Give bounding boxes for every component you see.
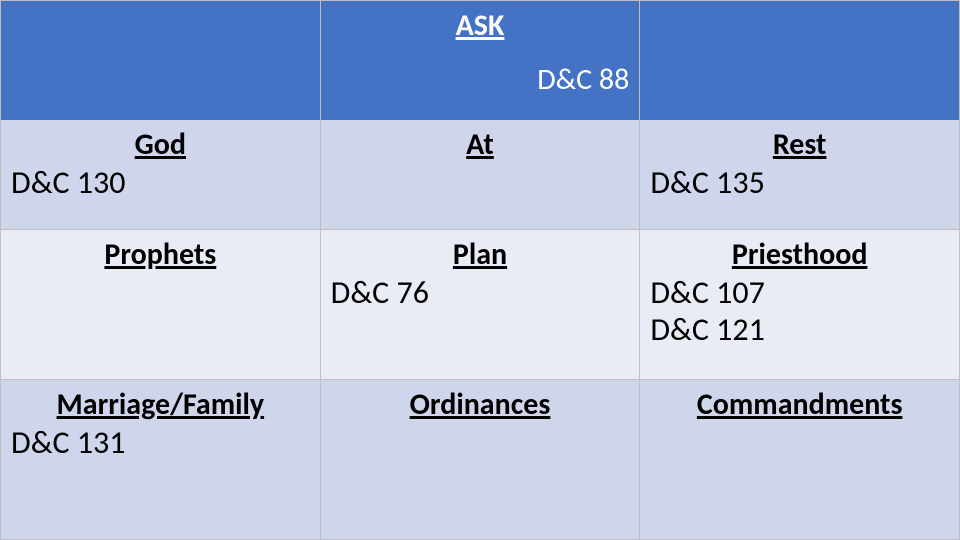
header-cell-center: ASK D&C 88 — [321, 1, 641, 120]
cell-priesthood: Priesthood D&C 107D&C 121 — [640, 230, 960, 380]
topic-ordinances: Ordinances — [331, 386, 630, 423]
topic-rest: Rest — [650, 126, 949, 163]
ref-rest: D&C 135 — [650, 165, 949, 202]
header-row: ASK D&C 88 — [0, 0, 960, 120]
topic-god: God — [11, 126, 310, 163]
topic-commandments: Commandments — [650, 386, 949, 423]
row-1: God D&C 130 At Rest D&C 135 — [0, 120, 960, 230]
cell-marriage: Marriage/Family D&C 131 — [1, 380, 321, 540]
topic-marriage: Marriage/Family — [11, 386, 310, 423]
cell-at: At — [321, 120, 641, 230]
header-reference: D&C 88 — [537, 61, 629, 98]
row-3: Marriage/Family D&C 131 Ordinances Comma… — [0, 380, 960, 540]
ref-priesthood: D&C 107D&C 121 — [650, 275, 949, 349]
ref-marriage: D&C 131 — [11, 425, 310, 462]
topic-plan: Plan — [331, 236, 630, 273]
header-cell-right — [640, 1, 960, 120]
ref-god: D&C 130 — [11, 165, 310, 202]
cell-commandments: Commandments — [640, 380, 960, 540]
cell-ordinances: Ordinances — [321, 380, 641, 540]
topic-at: At — [331, 126, 630, 163]
slide-container: ASK D&C 88 God D&C 130 At Rest D&C 135 P… — [0, 0, 960, 540]
cell-prophets: Prophets — [1, 230, 321, 380]
topic-prophets: Prophets — [11, 236, 310, 273]
cell-rest: Rest D&C 135 — [640, 120, 960, 230]
ref-plan: D&C 76 — [331, 275, 630, 312]
cell-god: God D&C 130 — [1, 120, 321, 230]
header-cell-left — [1, 1, 321, 120]
header-title: ASK — [321, 7, 640, 44]
topic-priesthood: Priesthood — [650, 236, 949, 273]
cell-plan: Plan D&C 76 — [321, 230, 641, 380]
row-2: Prophets Plan D&C 76 Priesthood D&C 107D… — [0, 230, 960, 380]
